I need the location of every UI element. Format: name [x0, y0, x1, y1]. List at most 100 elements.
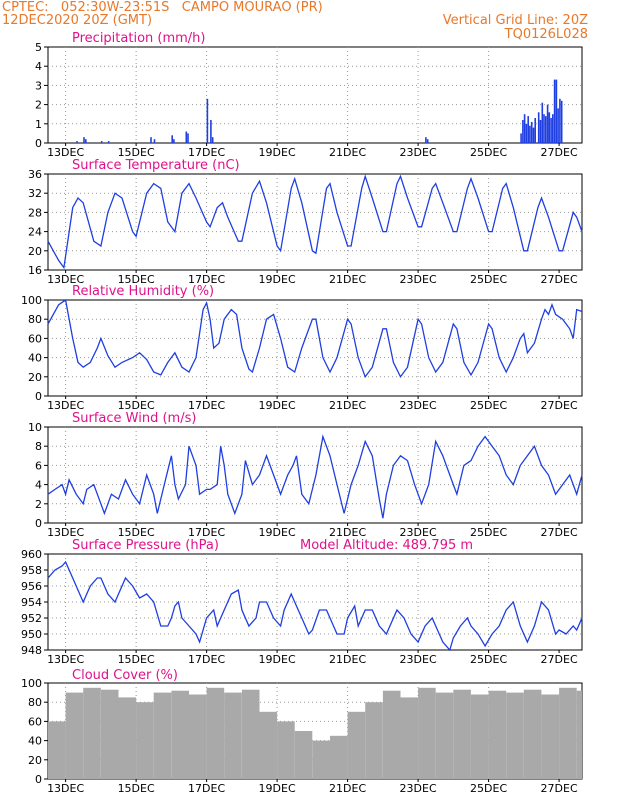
precip-bar — [211, 137, 214, 143]
plot-frame — [47, 299, 583, 397]
precip-bar — [523, 114, 526, 143]
cloud-bar — [171, 690, 189, 779]
precip-bar — [185, 131, 188, 143]
x-tick-label: 27DEC — [541, 782, 578, 795]
precip-bar — [171, 135, 173, 143]
y-tick-label: 5 — [35, 41, 42, 54]
cloud-bar — [83, 687, 101, 779]
y-tick-label: 16 — [28, 264, 42, 277]
panel-title: Surface Pressure (hPa) — [72, 538, 219, 553]
cloud-bar — [153, 692, 172, 779]
y-tick-label: 20 — [28, 245, 42, 258]
precip-bar — [527, 116, 529, 143]
cloud-bar — [259, 711, 278, 779]
x-tick-label: 25DEC — [470, 399, 507, 412]
y-tick-label: 2 — [35, 99, 42, 112]
y-tick-label: 4 — [35, 479, 42, 492]
precip-bar — [557, 108, 559, 143]
x-tick-label: 19DEC — [259, 273, 296, 286]
y-tick-label: 0 — [35, 137, 42, 150]
precip-bar — [550, 118, 552, 143]
x-tick-label: 25DEC — [470, 653, 507, 666]
x-tick-label: 21DEC — [329, 146, 366, 159]
y-tick-label: 948 — [21, 644, 42, 657]
y-tick-label: 20 — [28, 754, 42, 767]
y-tick-label: 32 — [28, 187, 42, 200]
precip-bar — [206, 98, 209, 143]
y-tick-label: 24 — [28, 226, 42, 239]
x-tick-label: 23DEC — [400, 782, 437, 795]
x-tick-label: 27DEC — [541, 399, 578, 412]
precip-bar — [100, 141, 103, 143]
x-tick-label: 17DEC — [188, 782, 225, 795]
x-tick-label: 19DEC — [259, 782, 296, 795]
x-tick-label: 21DEC — [329, 782, 366, 795]
x-tick-label: 27DEC — [541, 273, 578, 286]
y-tick-label: 36 — [28, 168, 42, 181]
cloud-bar — [523, 689, 542, 779]
cloud-bar — [189, 694, 207, 779]
precip-bar — [83, 137, 85, 143]
precip-bar — [76, 141, 78, 143]
y-tick-label: 960 — [21, 548, 42, 561]
cloud-bar — [277, 721, 295, 779]
y-tick-label: 952 — [21, 612, 42, 625]
x-tick-label: 17DEC — [188, 653, 225, 666]
x-tick-label: 23DEC — [400, 526, 437, 539]
precip-bar — [525, 123, 528, 143]
x-tick-label: 13DEC — [47, 526, 84, 539]
cloud-bar — [294, 731, 313, 779]
precip-bar — [529, 125, 531, 143]
precip-bar — [559, 98, 561, 143]
y-tick-label: 40 — [28, 352, 42, 365]
x-tick-label: 13DEC — [47, 399, 84, 412]
cloud-bar — [347, 711, 366, 779]
y-tick-label: 0 — [35, 390, 42, 403]
x-tick-label: 21DEC — [329, 526, 366, 539]
header-grid-note: Vertical Grid Line: 20Z — [442, 13, 588, 28]
x-tick-label: 17DEC — [188, 526, 225, 539]
precip-bar — [522, 120, 524, 143]
cloud-bar — [382, 690, 401, 779]
y-tick-label: 6 — [35, 459, 42, 472]
y-tick-label: 0 — [35, 517, 42, 530]
y-tick-label: 2 — [35, 498, 42, 511]
cloud-bar — [241, 689, 260, 779]
x-tick-label: 25DEC — [470, 273, 507, 286]
series-line-speed — [47, 434, 583, 519]
y-tick-label: 956 — [21, 580, 42, 593]
cloud-bar — [365, 702, 383, 779]
precip-bar — [546, 104, 549, 143]
cloud-bar — [312, 740, 330, 779]
cloud-bar — [206, 687, 225, 779]
cloud-bar — [418, 687, 436, 779]
cloud-bar — [435, 692, 454, 779]
x-tick-label: 21DEC — [329, 273, 366, 286]
y-tick-label: 40 — [28, 735, 42, 748]
x-tick-label: 25DEC — [470, 526, 507, 539]
cloud-bar — [65, 692, 84, 779]
panel-title: Surface Temperature (nC) — [72, 158, 240, 173]
cloud-bar — [576, 690, 582, 779]
precip-bar — [541, 102, 544, 143]
x-tick-label: 23DEC — [400, 146, 437, 159]
x-tick-label: 27DEC — [541, 653, 578, 666]
precip-bar — [548, 112, 551, 143]
x-tick-label: 13DEC — [47, 782, 84, 795]
header-date: 12DEC2020 20Z (GMT) — [2, 13, 153, 28]
x-tick-label: 19DEC — [259, 399, 296, 412]
precip-bar — [532, 127, 535, 143]
y-tick-label: 28 — [28, 206, 42, 219]
y-tick-label: 10 — [28, 421, 42, 434]
y-tick-label: 0 — [35, 773, 42, 786]
y-tick-label: 80 — [28, 313, 42, 326]
y-tick-label: 1 — [35, 118, 42, 131]
plot-frame — [47, 173, 583, 271]
precip-bar — [545, 116, 547, 143]
x-tick-label: 17DEC — [188, 399, 225, 412]
cloud-bar — [330, 735, 348, 779]
precip-bar — [150, 137, 152, 143]
x-tick-label: 21DEC — [329, 399, 366, 412]
y-tick-label: 60 — [28, 715, 42, 728]
